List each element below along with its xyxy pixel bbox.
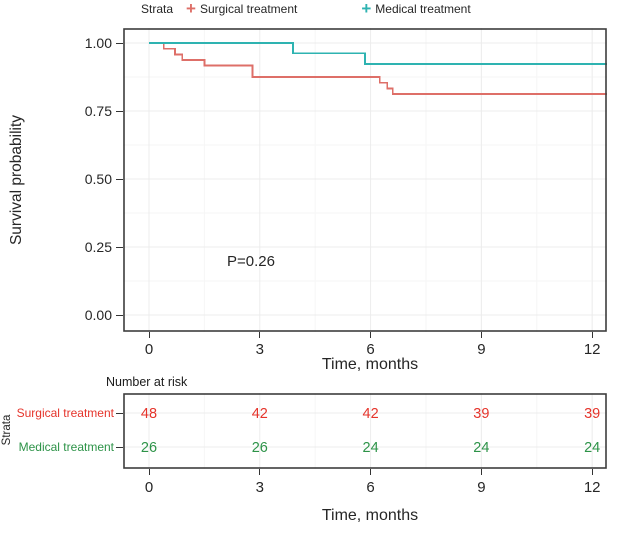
- risk-table-panel: [123, 393, 607, 469]
- y-axis-tick: [116, 178, 123, 180]
- x-axis-tick: [148, 332, 150, 338]
- legend-title: Strata: [141, 2, 174, 16]
- survival-plot-panel: [123, 28, 607, 332]
- x-axis-title: Time, months: [321, 356, 419, 373]
- risk-row-tick: [116, 446, 123, 448]
- risk-x-axis-tick: [370, 469, 372, 475]
- risk-count-cell: 24: [584, 440, 601, 456]
- survival-curve-medical: [149, 42, 607, 65]
- risk-x-axis-tick: [480, 469, 482, 475]
- y-axis-tick-label: 0.75: [84, 103, 112, 119]
- risk-count-cell: 48: [140, 406, 158, 422]
- x-axis-tick-label: 6: [366, 341, 375, 358]
- x-axis-tick-label: 12: [583, 341, 601, 358]
- x-axis-tick-label: 9: [477, 341, 486, 358]
- x-axis-tick: [259, 332, 261, 338]
- y-axis-tick-label: 1.00: [84, 35, 112, 51]
- risk-x-axis-tick: [259, 469, 261, 475]
- legend-item-surgical: + Surgical treatment: [186, 0, 298, 18]
- plus-marker-icon: +: [186, 0, 196, 18]
- y-axis-tick: [116, 42, 123, 44]
- legend-item-medical: + Medical treatment: [361, 0, 471, 18]
- legend: Strata + Surgical treatment + Medical tr…: [141, 0, 471, 18]
- y-axis-tick-label: 0.00: [84, 307, 112, 323]
- x-axis-tick: [370, 332, 372, 338]
- risk-x-axis-tick-label: 0: [144, 479, 154, 496]
- risk-x-axis-tick-label: 6: [366, 479, 375, 496]
- legend-item-label: Medical treatment: [375, 2, 471, 16]
- risk-count-cell: 39: [584, 406, 601, 422]
- y-axis-tick-label: 0.50: [84, 171, 112, 187]
- x-axis-tick-label: 0: [144, 341, 154, 358]
- risk-x-axis-tick: [591, 469, 593, 475]
- plot-border: [123, 28, 607, 332]
- y-axis-tick: [116, 246, 123, 248]
- x-axis-tick: [480, 332, 482, 338]
- risk-x-axis-tick-label: 12: [583, 479, 601, 496]
- legend-item-label: Surgical treatment: [199, 2, 298, 16]
- risk-x-axis-tick-label: 3: [255, 479, 264, 496]
- y-axis-tick: [116, 110, 123, 112]
- risk-table-border: [123, 393, 607, 469]
- y-axis-title: Survival probability: [8, 114, 25, 246]
- risk-row-tick: [116, 412, 123, 414]
- risk-count-cell: 42: [362, 406, 379, 422]
- p-value-annotation: P=0.26: [227, 253, 275, 270]
- risk-count-cell: 42: [251, 406, 268, 422]
- x-axis-tick: [591, 332, 593, 338]
- risk-count-cell: 26: [140, 440, 158, 456]
- risk-table-title: Number at risk: [106, 375, 188, 389]
- risk-x-axis-tick: [148, 469, 150, 475]
- risk-row-label: Medical treatment: [18, 440, 114, 454]
- risk-table-x-axis-title: Time, months: [321, 507, 419, 524]
- risk-count-cell: 26: [251, 440, 268, 456]
- survival-curve-surgical: [149, 42, 607, 95]
- y-axis-tick: [116, 314, 123, 316]
- plus-marker-icon: +: [361, 0, 372, 18]
- risk-count-cell: 24: [362, 440, 379, 456]
- y-axis-tick-label: 0.25: [84, 239, 112, 255]
- risk-count-cell: 39: [473, 406, 490, 422]
- risk-x-axis-tick-label: 9: [477, 479, 486, 496]
- risk-row-label: Surgical treatment: [16, 406, 114, 420]
- risk-count-cell: 24: [473, 440, 490, 456]
- x-axis-tick-label: 3: [255, 341, 264, 358]
